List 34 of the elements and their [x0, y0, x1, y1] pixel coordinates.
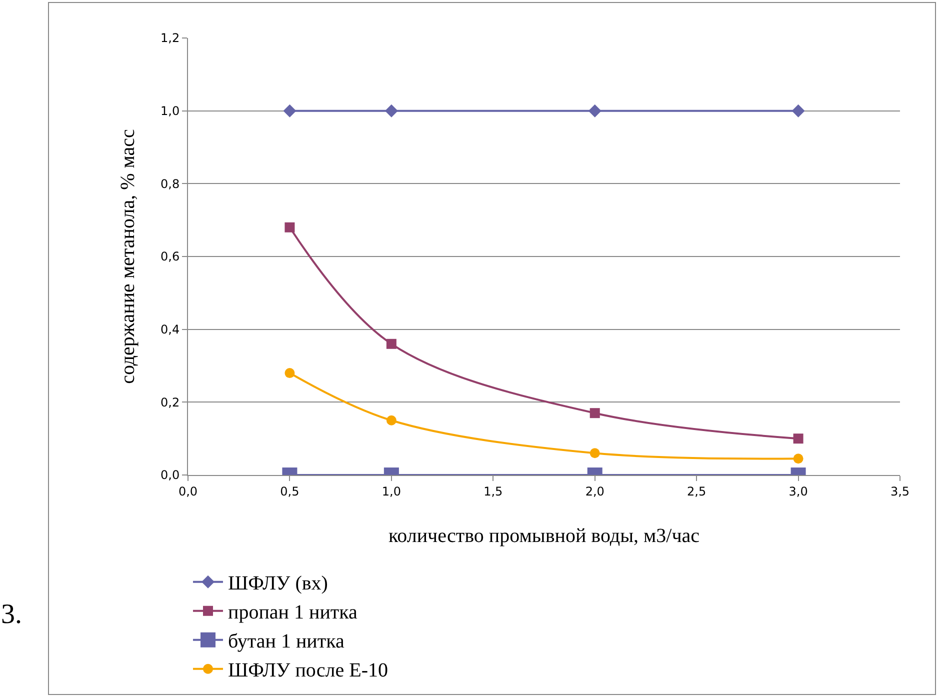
x-tick-label: 3,5: [890, 484, 910, 498]
x-tick-label: 3,0: [788, 484, 808, 498]
y-tick-label: 1,0: [160, 104, 180, 118]
point: [590, 408, 600, 418]
point: [386, 415, 396, 426]
point: [588, 104, 602, 118]
point: [590, 448, 600, 458]
x-tick-label: 0,5: [280, 484, 300, 498]
point: [793, 454, 804, 464]
y-tick-label: 0,0: [160, 468, 180, 482]
x-tick-label: 0,0: [178, 484, 198, 498]
point: [386, 338, 396, 349]
y-tick-label: 0,2: [160, 395, 180, 410]
legend-label: ШФЛУ (вх): [228, 572, 328, 595]
point: [793, 434, 804, 444]
point: [384, 104, 398, 118]
legend-label: бутан 1 нитка: [228, 630, 345, 653]
y-tick-label: 0,8: [160, 176, 180, 191]
y-tick-label: 0,4: [160, 322, 180, 337]
point: [792, 104, 805, 118]
point: [284, 222, 295, 232]
x-tick-label: 2,5: [687, 484, 706, 498]
legend-label: пропан 1 нитка: [228, 602, 358, 624]
point: [284, 368, 295, 378]
x-tick-label: 1,0: [382, 484, 401, 498]
text: 3.: [1, 599, 22, 630]
y-axis-title: содержание метанола, % масс: [117, 128, 140, 384]
legend-label: ШФЛУ после Е-10: [228, 660, 388, 682]
point: [283, 104, 296, 118]
y-tick-label: 0,6: [160, 250, 180, 264]
x-axis-title: количество промывной воды, м3/час: [388, 524, 700, 547]
x-tick-label: 1,5: [484, 484, 503, 498]
x-tick-label: 2,0: [585, 484, 604, 498]
y-tick-label: 1,2: [160, 31, 180, 46]
